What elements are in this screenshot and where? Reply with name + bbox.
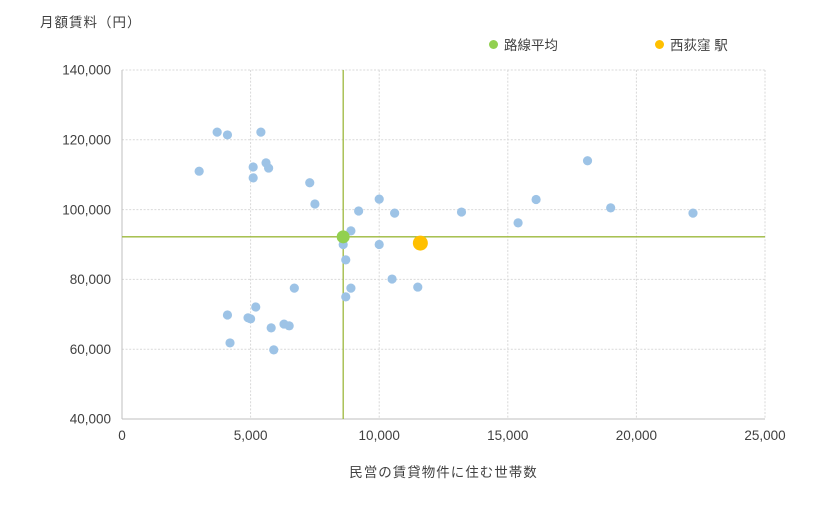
y-tick-label: 140,000	[62, 63, 111, 78]
station-point	[256, 127, 266, 137]
station-point	[346, 226, 356, 236]
y-tick-label: 100,000	[62, 202, 111, 217]
y-tick-label: 120,000	[62, 133, 111, 148]
station-point	[310, 199, 320, 209]
station-point	[341, 255, 351, 265]
station-point	[248, 162, 258, 172]
legend-item-nishiogikubo: 西荻窪 駅	[655, 34, 728, 54]
station-point	[374, 194, 384, 204]
y-tick-label: 40,000	[70, 412, 111, 427]
station-point	[264, 163, 274, 173]
station-point	[346, 283, 356, 293]
station-point	[222, 130, 233, 140]
x-tick-label: 25,000	[744, 428, 785, 443]
station-point	[212, 127, 222, 137]
y-tick-label: 60,000	[70, 342, 111, 357]
station-point	[456, 207, 467, 217]
x-tick-label: 0	[118, 428, 126, 443]
nishiogikubo-point	[412, 235, 428, 251]
station-point	[513, 218, 523, 228]
station-point	[222, 310, 233, 320]
x-tick-label: 10,000	[359, 428, 400, 443]
route-average-marker-icon	[489, 39, 498, 49]
station-point	[266, 323, 276, 333]
nishiogikubo-marker-icon	[655, 39, 664, 49]
x-tick-label: 5,000	[234, 428, 268, 443]
station-point	[269, 345, 279, 355]
station-point	[390, 208, 400, 218]
station-point	[251, 302, 261, 312]
station-point	[246, 314, 256, 324]
legend-label-nishiogikubo: 西荻窪 駅	[670, 38, 728, 53]
station-point	[305, 178, 315, 188]
station-point	[531, 194, 541, 205]
station-point	[387, 274, 397, 284]
station-point	[194, 166, 204, 176]
route-average-point	[336, 230, 350, 244]
legend-item-route-average: 路線平均	[489, 34, 558, 54]
y-axis-title: 月額賃料（円）	[40, 15, 142, 30]
station-point	[374, 239, 384, 250]
y-tick-label: 80,000	[70, 272, 111, 287]
x-axis-title: 民営の賃貸物件に住む世帯数	[349, 465, 538, 480]
station-point	[413, 282, 423, 292]
station-point	[284, 321, 294, 331]
station-point	[225, 338, 235, 348]
x-tick-label: 20,000	[616, 428, 657, 443]
station-point	[688, 208, 698, 218]
legend-label-route-average: 路線平均	[504, 38, 558, 53]
station-point	[354, 206, 364, 216]
station-point	[582, 156, 593, 166]
legend: 路線平均 西荻窪 駅	[0, 34, 820, 54]
x-tick-label: 15,000	[487, 428, 528, 443]
station-point	[289, 283, 299, 293]
station-point	[606, 203, 616, 213]
station-point	[248, 173, 258, 183]
station-point	[341, 292, 351, 302]
